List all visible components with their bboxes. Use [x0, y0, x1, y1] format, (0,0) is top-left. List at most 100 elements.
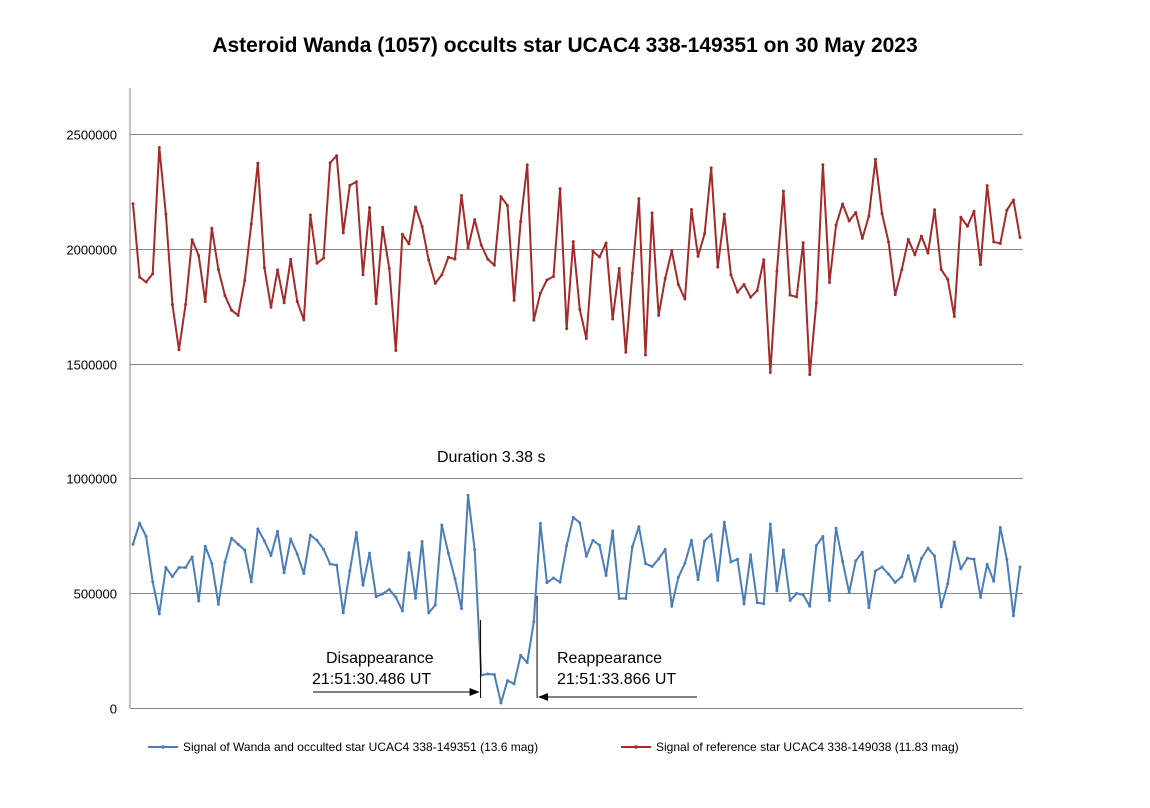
data-point	[985, 184, 989, 188]
data-point	[611, 529, 615, 533]
data-point	[952, 540, 956, 544]
data-point	[584, 554, 588, 558]
data-point	[289, 257, 293, 261]
data-point	[959, 215, 963, 219]
data-point	[860, 236, 864, 240]
series-line	[132, 146, 1021, 376]
data-point	[873, 157, 877, 161]
series-layer	[131, 145, 1022, 705]
data-point	[729, 560, 733, 564]
data-point	[144, 534, 148, 538]
data-point	[775, 269, 779, 273]
data-point	[860, 550, 864, 554]
series-0	[131, 493, 1022, 705]
data-point	[552, 576, 555, 580]
data-point	[216, 268, 220, 272]
data-point	[676, 575, 680, 579]
data-point	[249, 580, 253, 584]
y-tick-label: 1500000	[66, 358, 117, 373]
data-point	[703, 539, 707, 543]
data-point	[670, 604, 674, 608]
data-point	[295, 552, 299, 556]
y-axis-ticks: 0 500000 1000000 1500000 2000000 2500000	[66, 128, 117, 717]
data-point	[939, 605, 943, 609]
data-point	[571, 515, 575, 519]
data-point	[729, 273, 733, 277]
data-point	[381, 225, 385, 229]
data-point	[788, 599, 792, 603]
data-point	[262, 266, 266, 270]
data-point	[256, 527, 260, 531]
data-point	[722, 520, 726, 524]
data-point	[749, 295, 753, 299]
data-point	[223, 294, 227, 298]
data-point	[506, 679, 510, 683]
data-point	[676, 283, 680, 287]
data-point	[420, 224, 424, 228]
data-point	[545, 581, 549, 585]
data-point	[827, 599, 831, 603]
series-line	[132, 494, 1021, 704]
data-point	[315, 261, 319, 265]
data-point	[841, 202, 845, 206]
y-tick-label: 1000000	[66, 472, 117, 487]
data-point	[164, 212, 168, 216]
data-point	[276, 529, 280, 533]
data-point	[768, 522, 772, 526]
data-point	[617, 266, 621, 270]
data-point	[144, 280, 148, 284]
data-point	[814, 301, 818, 305]
data-point	[887, 240, 891, 244]
data-point	[440, 523, 444, 527]
data-point	[696, 254, 700, 258]
data-point	[650, 565, 654, 569]
data-point	[164, 565, 168, 569]
data-point	[466, 246, 470, 250]
data-point	[190, 555, 194, 559]
data-point	[716, 578, 720, 582]
data-point	[565, 327, 569, 331]
data-point	[1011, 198, 1015, 202]
data-point	[933, 554, 937, 558]
data-point	[946, 582, 950, 586]
data-point	[157, 145, 161, 149]
data-point	[689, 207, 693, 211]
data-point	[210, 226, 214, 230]
data-point	[453, 576, 457, 580]
data-point	[203, 544, 207, 548]
data-point	[354, 531, 358, 535]
data-point	[972, 557, 976, 561]
data-point	[795, 591, 799, 595]
data-point	[427, 611, 431, 615]
reappearance-arrow-head	[538, 693, 549, 701]
data-point	[900, 268, 904, 272]
y-tick-label: 2500000	[66, 128, 117, 143]
data-point	[276, 268, 280, 272]
data-point	[775, 589, 779, 593]
data-point	[341, 231, 345, 235]
data-point	[295, 300, 299, 304]
data-point	[781, 189, 785, 193]
data-point	[361, 583, 365, 587]
data-point	[624, 350, 628, 354]
reappearance-label: Reappearance	[557, 650, 662, 667]
legend-item-wanda: Signal of Wanda and occulted star UCAC4 …	[148, 740, 538, 754]
data-point	[617, 596, 621, 600]
data-point	[486, 257, 490, 261]
data-point	[604, 574, 608, 577]
data-point	[322, 547, 326, 551]
data-point	[598, 255, 601, 259]
reappearance-time: 21:51:33.866 UT	[557, 671, 676, 688]
data-point	[919, 557, 923, 561]
data-point	[348, 183, 352, 187]
data-point	[519, 653, 523, 657]
data-point	[867, 606, 871, 610]
data-point	[151, 580, 155, 584]
data-point	[552, 275, 555, 279]
data-point	[302, 318, 306, 322]
data-point	[755, 601, 759, 605]
data-point	[906, 554, 910, 558]
data-point	[499, 195, 503, 199]
data-point	[381, 592, 385, 596]
data-point	[289, 537, 293, 541]
